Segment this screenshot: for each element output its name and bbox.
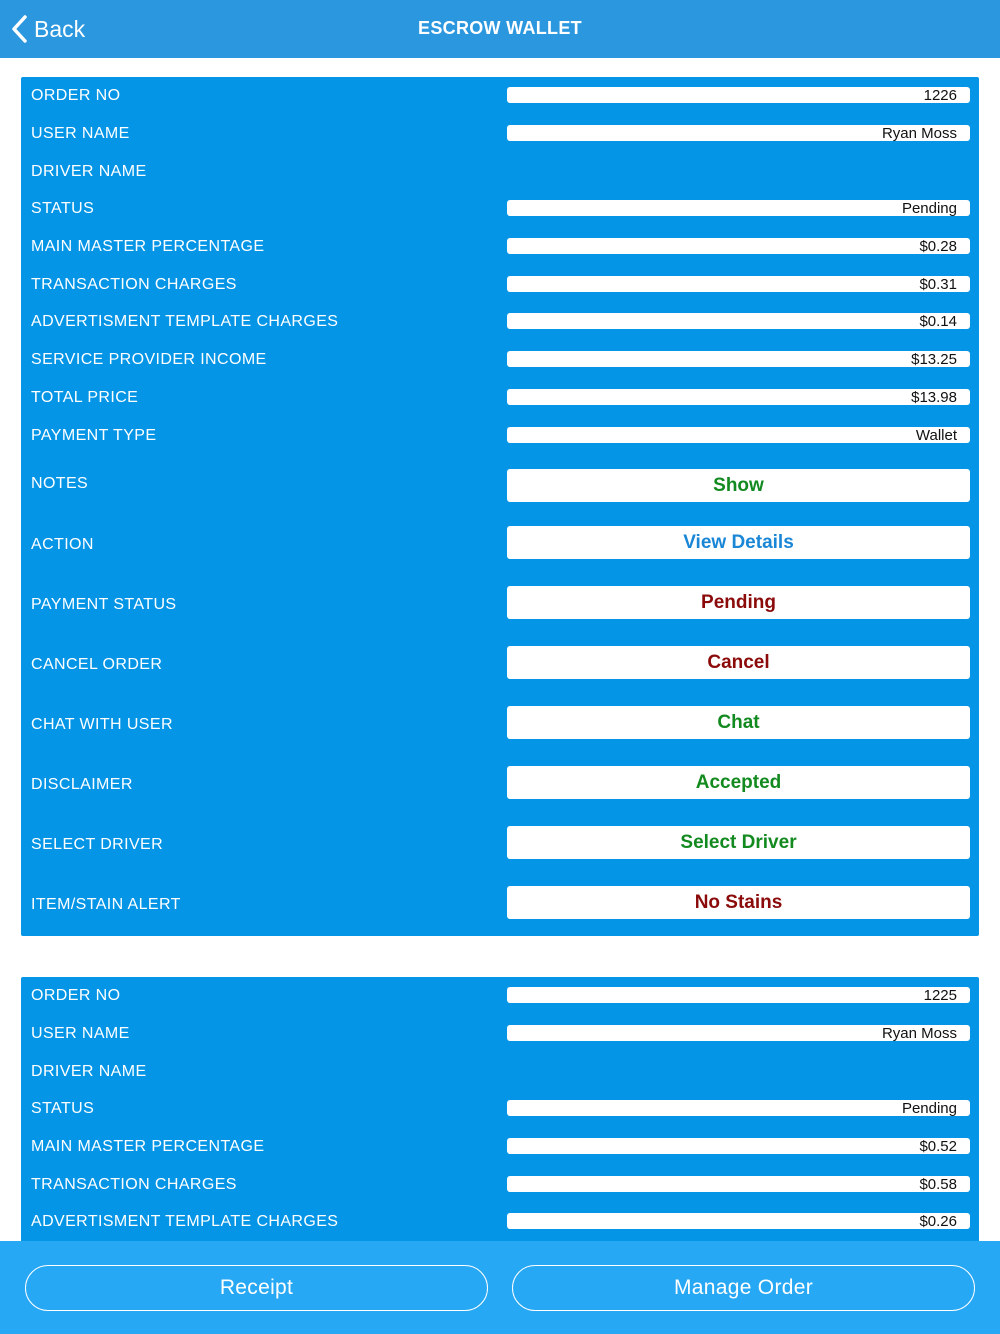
service-provider-income-field: $13.25 — [507, 351, 970, 367]
bottom-action-bar: Receipt Manage Order — [0, 1241, 1000, 1334]
row-label: PAYMENT TYPE — [31, 427, 157, 444]
order-card: ORDER NO 1226 USER NAME Ryan Moss DRIVER… — [21, 77, 979, 936]
row-label: PAYMENT STATUS — [31, 596, 177, 613]
row-label: ORDER NO — [31, 87, 121, 104]
status-field: Pending — [507, 1100, 970, 1116]
view-details-button[interactable]: View Details — [507, 526, 970, 559]
row-label: STATUS — [31, 200, 95, 217]
payment-status-button[interactable]: Pending — [507, 586, 970, 619]
back-label: Back — [34, 15, 86, 42]
user-name-field: Ryan Moss — [507, 1025, 970, 1041]
orders-scroll-area[interactable]: ORDER NO 1226 USER NAME Ryan Moss DRIVER… — [0, 58, 1000, 1241]
row-label: MAIN MASTER PERCENTAGE — [31, 238, 265, 255]
main-master-percentage-field: $0.28 — [507, 238, 970, 254]
payment-type-field: Wallet — [507, 427, 970, 443]
manage-order-button[interactable]: Manage Order — [512, 1265, 975, 1311]
row-label: DISCLAIMER — [31, 776, 133, 793]
stain-alert-button[interactable]: No Stains — [507, 886, 970, 919]
row-label: CHAT WITH USER — [31, 716, 173, 733]
top-nav-bar: Back ESCROW WALLET — [0, 0, 1000, 58]
main-master-percentage-field: $0.52 — [507, 1138, 970, 1154]
receipt-button[interactable]: Receipt — [25, 1265, 488, 1311]
row-label: USER NAME — [31, 125, 130, 142]
back-button[interactable]: Back — [10, 12, 85, 46]
transaction-charges-field: $0.58 — [507, 1176, 970, 1192]
status-field: Pending — [507, 200, 970, 216]
order-no-field: 1226 — [507, 87, 970, 103]
total-price-field: $13.98 — [507, 389, 970, 405]
row-label: NOTES — [31, 475, 89, 492]
row-label: TRANSACTION CHARGES — [31, 1176, 237, 1193]
row-label: DRIVER NAME — [31, 163, 147, 180]
row-label: TRANSACTION CHARGES — [31, 276, 237, 293]
row-label: ADVERTISMENT TEMPLATE CHARGES — [31, 313, 339, 330]
row-label: CANCEL ORDER — [31, 656, 163, 673]
page-title: ESCROW WALLET — [418, 18, 582, 38]
advertisment-template-charges-field: $0.26 — [507, 1213, 970, 1229]
row-label: SERVICE PROVIDER INCOME — [31, 351, 267, 368]
row-label: USER NAME — [31, 1025, 130, 1042]
order-card: ORDER NO 1225 USER NAME Ryan Moss DRIVER… — [21, 977, 979, 1241]
row-label: ORDER NO — [31, 987, 121, 1004]
show-notes-button[interactable]: Show — [507, 469, 970, 502]
advertisment-template-charges-field: $0.14 — [507, 313, 970, 329]
select-driver-button[interactable]: Select Driver — [507, 826, 970, 859]
disclaimer-button[interactable]: Accepted — [507, 766, 970, 799]
row-label: ADVERTISMENT TEMPLATE CHARGES — [31, 1213, 339, 1230]
row-label: TOTAL PRICE — [31, 389, 139, 406]
chevron-left-icon — [12, 15, 27, 43]
transaction-charges-field: $0.31 — [507, 276, 970, 292]
cancel-order-button[interactable]: Cancel — [507, 646, 970, 679]
row-label: ITEM/STAIN ALERT — [31, 896, 181, 913]
order-no-field: 1225 — [507, 987, 970, 1003]
row-label: DRIVER NAME — [31, 1063, 147, 1080]
row-label: MAIN MASTER PERCENTAGE — [31, 1138, 265, 1155]
row-label: SELECT DRIVER — [31, 836, 164, 853]
row-label: ACTION — [31, 536, 94, 553]
row-label: STATUS — [31, 1100, 95, 1117]
chat-button[interactable]: Chat — [507, 706, 970, 739]
user-name-field: Ryan Moss — [507, 125, 970, 141]
